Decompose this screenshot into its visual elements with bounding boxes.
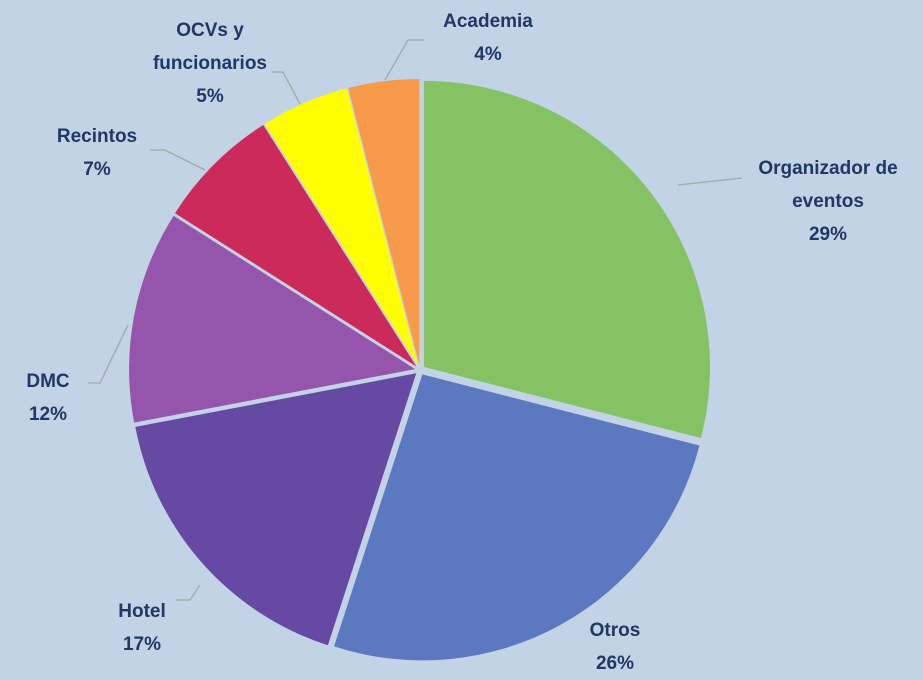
category-label: OCVs y funcionarios: [152, 20, 267, 74]
leader-line: [150, 149, 206, 171]
value-label: 12%: [28, 404, 68, 425]
leader-lines: [88, 39, 743, 601]
data-label: Organizador de eventos 29%: [733, 152, 923, 251]
value-label: 26%: [595, 653, 635, 674]
category-label: Academia: [443, 11, 533, 32]
pie-slice: [135, 373, 417, 646]
value-label: 4%: [474, 44, 502, 65]
data-label: Academia 4%: [423, 5, 553, 71]
value-label: 29%: [808, 224, 848, 245]
data-label: Otros 26%: [540, 614, 690, 680]
leader-line: [272, 71, 301, 105]
value-label: 5%: [196, 86, 224, 107]
data-label: OCVs y funcionarios 5%: [140, 14, 280, 113]
category-label: Hotel: [118, 601, 166, 622]
leader-line: [88, 324, 129, 384]
category-label: Organizador de eventos: [758, 158, 898, 212]
category-label: Otros: [589, 620, 641, 641]
category-label: DMC: [26, 371, 70, 392]
data-label: Recintos 7%: [37, 120, 157, 186]
value-label: 17%: [122, 634, 162, 655]
pie-slice: [264, 88, 419, 366]
data-label: Hotel 17%: [82, 595, 202, 661]
pie-slice: [129, 215, 416, 423]
pie-slice: [423, 80, 710, 439]
pie-slice: [334, 374, 700, 661]
leader-line: [384, 39, 424, 81]
pie-slice: [348, 79, 420, 366]
leader-line: [176, 584, 201, 601]
pie-slice: [174, 124, 417, 367]
category-label: Recintos: [56, 126, 138, 147]
leader-line: [677, 177, 743, 186]
data-label: DMC 12%: [0, 365, 98, 431]
value-label: 7%: [83, 159, 111, 180]
